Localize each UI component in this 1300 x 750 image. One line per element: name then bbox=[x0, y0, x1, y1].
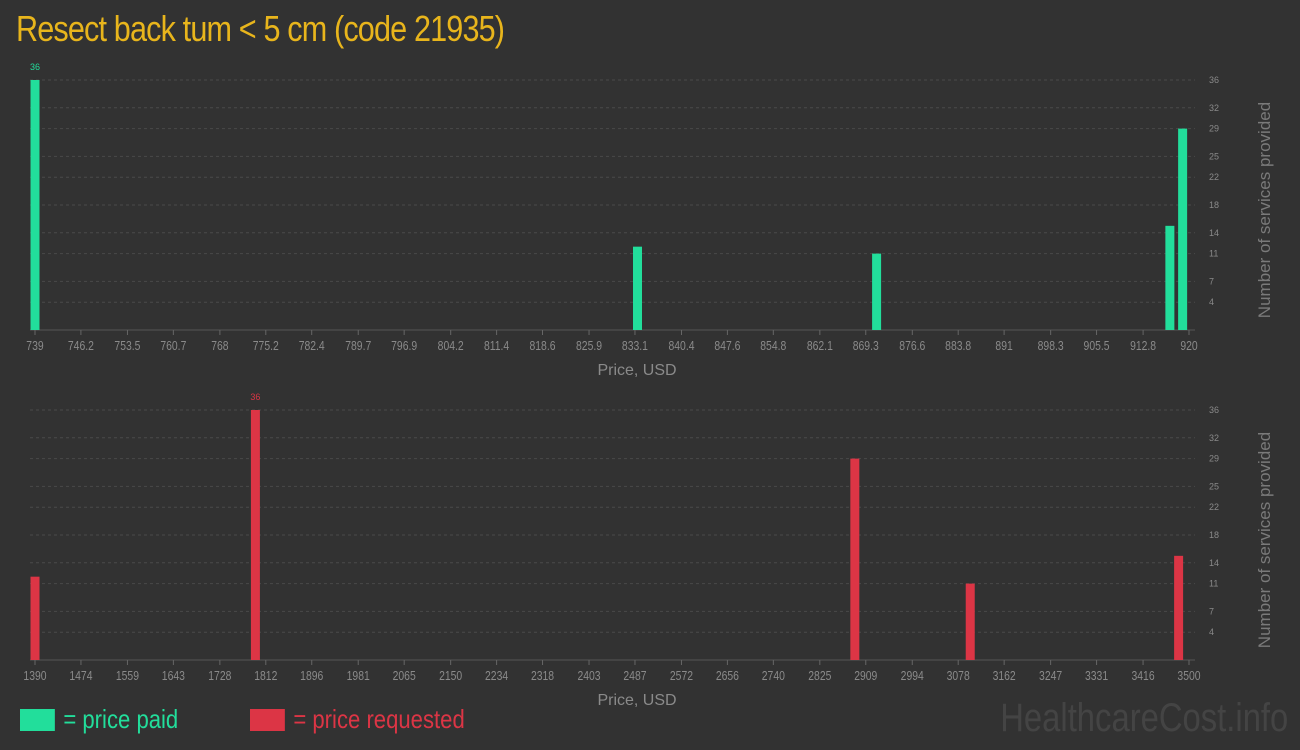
x-tick-label: 1643 bbox=[162, 669, 186, 683]
y-tick-label: 18 bbox=[1209, 200, 1219, 210]
legend-swatch-paid bbox=[20, 708, 55, 731]
x-tick-label: 912.8 bbox=[1130, 339, 1156, 353]
x-tick-label: 2065 bbox=[393, 669, 417, 683]
x-tick-label: 2572 bbox=[670, 669, 693, 683]
x-tick-label: 2909 bbox=[854, 669, 877, 683]
y-tick-label: 22 bbox=[1209, 502, 1219, 512]
y-axis-label: Number of services provided bbox=[1255, 432, 1274, 648]
y-tick-label: 25 bbox=[1209, 151, 1219, 161]
bar-data-label: 36 bbox=[250, 392, 260, 402]
y-tick-label: 4 bbox=[1209, 627, 1214, 637]
y-tick-label: 25 bbox=[1209, 481, 1219, 491]
x-tick-label: 2150 bbox=[439, 669, 463, 683]
x-tick-label: 1559 bbox=[116, 669, 139, 683]
legend-swatch-requested bbox=[250, 708, 285, 731]
y-tick-label: 29 bbox=[1209, 124, 1219, 134]
bar bbox=[1165, 225, 1175, 330]
y-tick-label: 7 bbox=[1209, 606, 1214, 616]
y-axis-label: Number of services provided bbox=[1255, 102, 1274, 318]
y-tick-label: 22 bbox=[1209, 172, 1219, 182]
x-tick-label: 811.4 bbox=[484, 339, 510, 353]
x-tick-label: 3500 bbox=[1177, 669, 1201, 683]
x-tick-label: 920 bbox=[1180, 339, 1198, 353]
x-tick-label: 739 bbox=[26, 339, 43, 353]
x-tick-label: 898.3 bbox=[1038, 339, 1064, 353]
x-tick-label: 2487 bbox=[623, 669, 646, 683]
bar bbox=[965, 583, 975, 660]
x-tick-label: 2318 bbox=[531, 669, 555, 683]
x-tick-label: 1390 bbox=[23, 669, 47, 683]
x-tick-label: 804.2 bbox=[438, 339, 464, 353]
x-tick-label: 905.5 bbox=[1084, 339, 1110, 353]
x-tick-label: 2825 bbox=[808, 669, 832, 683]
x-tick-label: 847.6 bbox=[714, 339, 740, 353]
bar bbox=[30, 80, 40, 330]
x-tick-label: 862.1 bbox=[807, 339, 833, 353]
x-axis-label: Price, USD bbox=[597, 362, 676, 379]
x-tick-label: 833.1 bbox=[622, 339, 648, 353]
y-tick-label: 11 bbox=[1209, 249, 1218, 259]
watermark: HealthcareCost.info bbox=[999, 696, 1288, 740]
y-tick-label: 4 bbox=[1209, 297, 1214, 307]
bar bbox=[633, 246, 643, 330]
x-tick-label: 2994 bbox=[901, 669, 925, 683]
x-tick-label: 775.2 bbox=[253, 339, 279, 353]
x-tick-label: 3416 bbox=[1131, 669, 1155, 683]
bar-data-label: 36 bbox=[30, 62, 40, 72]
x-tick-label: 2403 bbox=[577, 669, 601, 683]
legend-label-paid: = price paid bbox=[63, 704, 179, 734]
y-tick-label: 14 bbox=[1209, 558, 1219, 568]
x-tick-label: 1812 bbox=[254, 669, 277, 683]
x-tick-label: 883.8 bbox=[945, 339, 971, 353]
page-title: Resect back tum < 5 cm (code 21935) bbox=[16, 8, 505, 49]
x-tick-label: 3247 bbox=[1039, 669, 1062, 683]
y-tick-label: 36 bbox=[1209, 405, 1219, 415]
y-tick-label: 7 bbox=[1209, 276, 1214, 286]
legend-price-requested: = price requested bbox=[250, 704, 465, 735]
x-tick-label: 768 bbox=[211, 339, 229, 353]
x-tick-label: 818.6 bbox=[529, 339, 555, 353]
x-tick-label: 1896 bbox=[300, 669, 324, 683]
x-tick-label: 854.8 bbox=[760, 339, 786, 353]
legend-price-paid: = price paid bbox=[20, 704, 178, 735]
bar bbox=[250, 410, 260, 660]
y-tick-label: 29 bbox=[1209, 454, 1219, 464]
y-tick-label: 11 bbox=[1209, 579, 1218, 589]
x-tick-label: 2656 bbox=[716, 669, 740, 683]
x-tick-label: 1728 bbox=[208, 669, 232, 683]
x-tick-label: 1474 bbox=[69, 669, 93, 683]
x-tick-label: 891 bbox=[995, 339, 1012, 353]
bar bbox=[1178, 128, 1188, 330]
x-tick-label: 1981 bbox=[347, 669, 370, 683]
x-tick-label: 825.9 bbox=[576, 339, 602, 353]
y-tick-label: 14 bbox=[1209, 228, 1219, 238]
x-tick-label: 782.4 bbox=[299, 339, 325, 353]
x-tick-label: 3162 bbox=[993, 669, 1016, 683]
x-tick-label: 789.7 bbox=[345, 339, 371, 353]
y-tick-label: 32 bbox=[1209, 433, 1219, 443]
bar bbox=[850, 458, 860, 660]
x-tick-label: 869.3 bbox=[853, 339, 879, 353]
bar bbox=[872, 253, 882, 330]
bar bbox=[30, 576, 40, 660]
x-tick-label: 2234 bbox=[485, 669, 509, 683]
y-tick-label: 36 bbox=[1209, 75, 1219, 85]
x-tick-label: 876.6 bbox=[899, 339, 925, 353]
x-tick-label: 753.5 bbox=[114, 339, 140, 353]
y-tick-label: 32 bbox=[1209, 103, 1219, 113]
y-tick-label: 18 bbox=[1209, 530, 1219, 540]
x-tick-label: 746.2 bbox=[68, 339, 94, 353]
x-tick-label: 840.4 bbox=[668, 339, 694, 353]
x-tick-label: 796.9 bbox=[391, 339, 417, 353]
x-axis-label: Price, USD bbox=[597, 692, 676, 709]
x-tick-label: 2740 bbox=[762, 669, 786, 683]
x-tick-label: 3331 bbox=[1085, 669, 1108, 683]
x-tick-label: 760.7 bbox=[160, 339, 186, 353]
x-tick-label: 3078 bbox=[947, 669, 971, 683]
bar bbox=[1174, 555, 1184, 660]
legend-label-requested: = price requested bbox=[293, 704, 465, 734]
